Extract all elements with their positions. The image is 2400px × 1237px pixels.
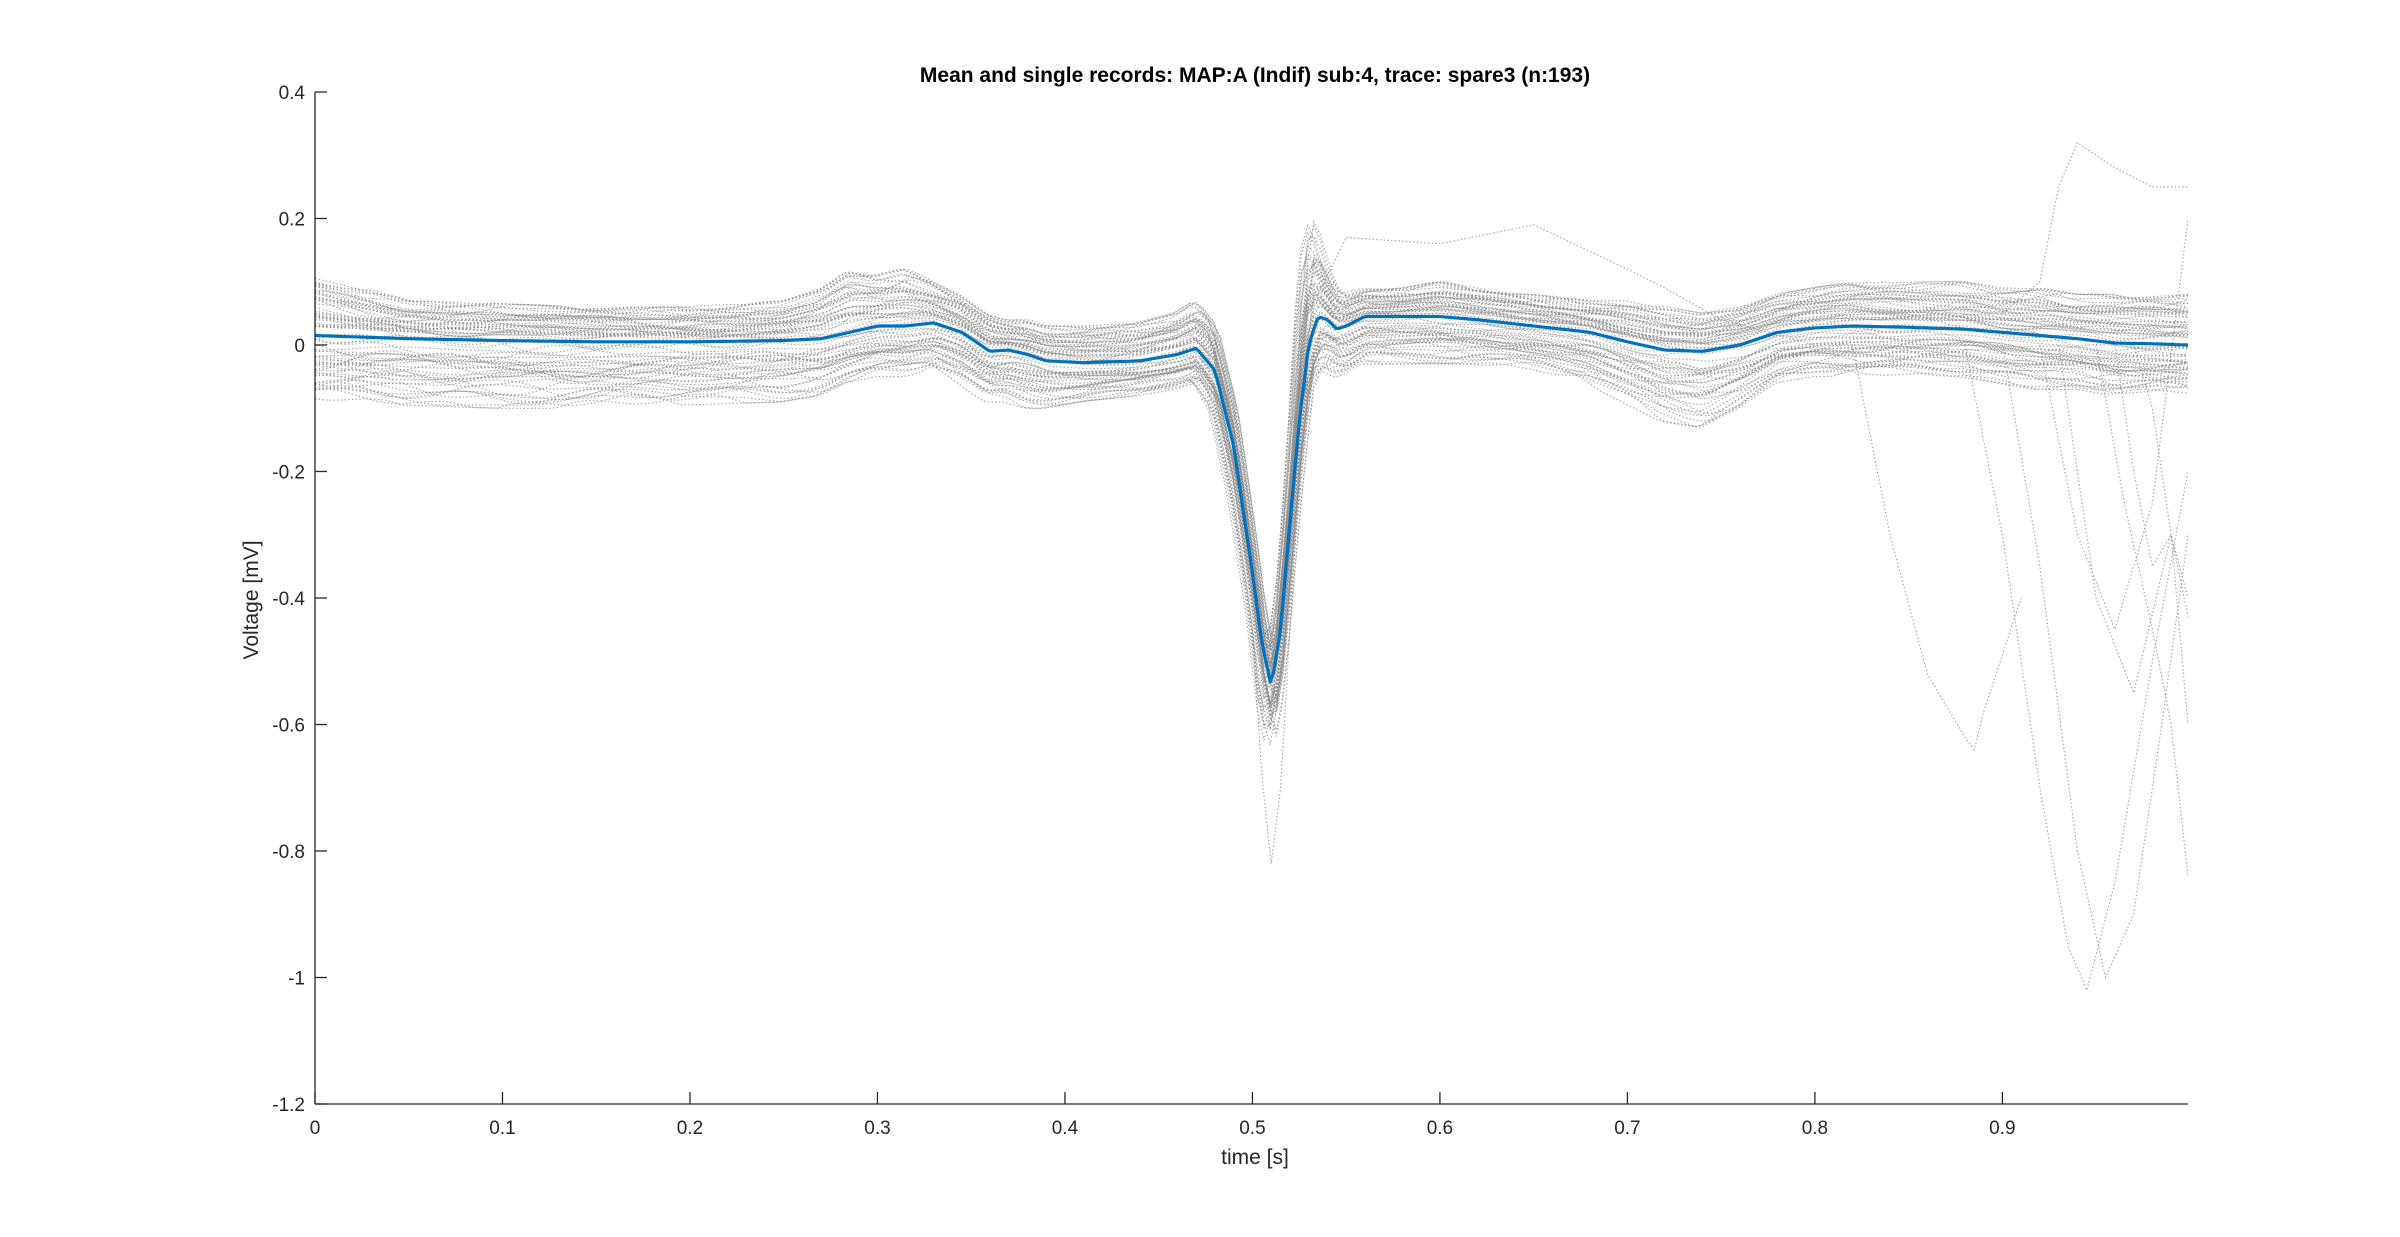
- single-record-line: [315, 283, 2188, 665]
- single-record-line: [315, 289, 2188, 665]
- single-record-outlier-line: [2114, 344, 2188, 725]
- x-tick-label: 0.9: [1989, 1118, 2015, 1139]
- y-tick-label: 0: [294, 336, 305, 357]
- x-tick-label: 0.8: [1802, 1118, 1828, 1139]
- y-axis-label: Voltage [mV]: [240, 540, 263, 659]
- axes: 0 0.1 0.2 0.3 0.4 0.5 0.6 0.7 0.8 0.9 0.4 0.2 0 -0.2 -…: [272, 83, 2188, 1139]
- single-record-outlier-line: [1851, 344, 2022, 752]
- single-record-outlier-line: [2039, 218, 2188, 632]
- single-record-line: [315, 235, 2188, 652]
- single-record-line: [315, 315, 2188, 681]
- y-tick-label: -0.8: [272, 842, 305, 863]
- single-record-line: [315, 334, 2188, 706]
- single-record-line: [315, 351, 2188, 737]
- y-tick-label: -0.6: [272, 716, 305, 737]
- single-record-line: [315, 220, 2188, 643]
- single-record-line: [315, 292, 2188, 668]
- single-record-line: [315, 332, 2188, 712]
- single-record-line: [315, 358, 2188, 746]
- mean-line: [315, 314, 2188, 684]
- single-record-line: [315, 322, 2188, 696]
- single-record-line: [315, 327, 2188, 688]
- x-tick-label: 0.7: [1614, 1118, 1640, 1139]
- y-tick-label: -0.4: [272, 589, 305, 610]
- x-tick-label: 0.6: [1427, 1118, 1453, 1139]
- plot-area: [315, 141, 2188, 993]
- single-record-line: [315, 348, 2188, 727]
- single-record-line: [315, 223, 2188, 637]
- x-tick-label: 0.2: [677, 1118, 703, 1139]
- single-record-outlier-line: [1251, 344, 1310, 864]
- y-tick-label: -0.2: [272, 463, 305, 484]
- single-record-outlier-line: [1964, 344, 2188, 993]
- single-record-line: [315, 361, 2188, 741]
- single-record-outlier-line: [2002, 141, 2188, 314]
- single-record-line: [315, 298, 2188, 670]
- single-record-line: [315, 243, 2188, 642]
- single-record-line: [315, 358, 2188, 730]
- single-record-line: [315, 264, 2188, 657]
- single-record-line: [315, 257, 2188, 655]
- y-tick-label: -1: [288, 969, 305, 990]
- single-record-line: [315, 340, 2188, 720]
- y-tick-label: -1.2: [272, 1095, 305, 1116]
- x-tick-label: 0.4: [1052, 1118, 1079, 1139]
- single-record-outlier-line: [2058, 344, 2188, 695]
- single-record-line: [315, 284, 2188, 674]
- single-record-line: [315, 224, 2188, 638]
- x-axis-label: time [s]: [1221, 1146, 1289, 1169]
- x-tick-label: 0.1: [489, 1118, 515, 1139]
- single-record-line: [315, 286, 2188, 666]
- single-record-line: [315, 332, 2188, 705]
- y-tick-label: 0.4: [279, 83, 306, 104]
- single-record-line: [315, 261, 2188, 649]
- single-record-line: [315, 282, 2188, 648]
- single-record-outlier-line: [2095, 344, 2188, 877]
- single-record-line: [315, 298, 2188, 665]
- chart-title: Mean and single records: MAP:A (Indif) s…: [920, 64, 1590, 87]
- single-record-outlier-line: [1308, 224, 1816, 346]
- single-record-line: [315, 286, 2188, 666]
- x-tick-label: 0.3: [864, 1118, 890, 1139]
- x-tick-label: 0: [310, 1118, 321, 1139]
- single-record-line: [315, 338, 2188, 715]
- single-record-line: [315, 340, 2188, 708]
- single-record-outlier-line: [2133, 344, 2188, 599]
- single-record-line: [315, 326, 2188, 713]
- x-tick-label: 0.5: [1239, 1118, 1265, 1139]
- y-tick-label: 0.2: [279, 210, 305, 231]
- single-record-line: [315, 328, 2188, 710]
- single-record-line: [315, 337, 2188, 731]
- single-record-outlier-line: [2001, 344, 2188, 980]
